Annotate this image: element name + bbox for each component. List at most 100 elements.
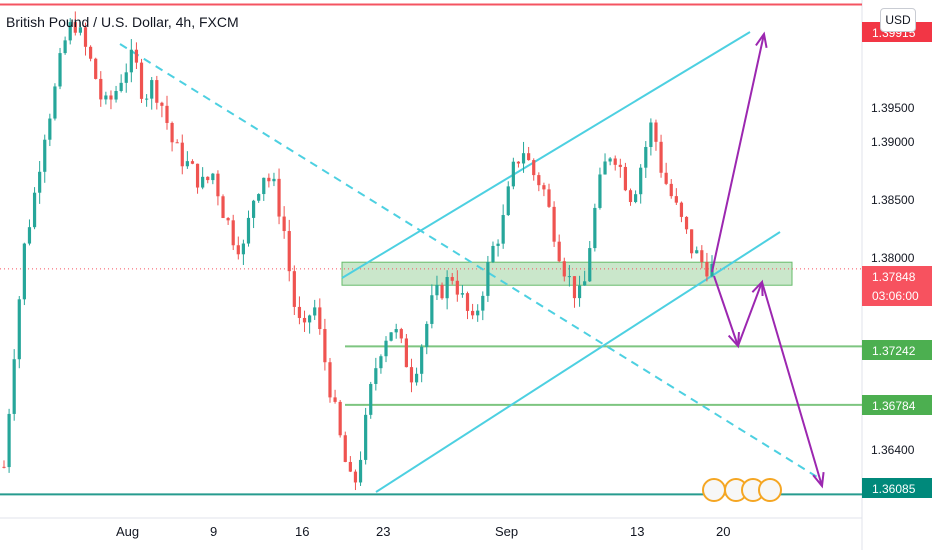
candle-body: [440, 284, 444, 299]
candle-body: [389, 332, 393, 341]
candle-body: [277, 178, 281, 217]
price-tick: 1.38000: [871, 251, 915, 265]
candle-body: [644, 146, 648, 168]
candle-body: [114, 90, 118, 100]
candle-body: [486, 262, 490, 296]
candle-body: [481, 295, 485, 311]
candle-body: [27, 227, 32, 244]
candle-body: [364, 414, 368, 460]
candle-body: [435, 284, 439, 296]
candle-body: [129, 49, 133, 73]
candle-body: [501, 215, 505, 244]
uk-flag-icon[interactable]: [758, 478, 782, 502]
candle-body: [690, 229, 694, 254]
candle-body: [425, 323, 429, 347]
candle-body: [83, 27, 88, 47]
candle-body: [155, 80, 159, 103]
candle-body: [88, 46, 93, 59]
candle-body: [53, 86, 57, 119]
candle-body: [211, 173, 215, 181]
candle-body: [160, 102, 164, 106]
candle-body: [323, 329, 327, 363]
candle-body: [348, 461, 352, 472]
time-label: Sep: [495, 524, 518, 539]
candle-body: [420, 346, 424, 374]
candle-body: [150, 80, 154, 99]
candle-body: [170, 122, 174, 143]
bearish-projection-arrow: [713, 275, 739, 347]
target-projection-arrow-head: [812, 471, 825, 489]
candle-countdown-label: 03:06:00: [872, 289, 919, 303]
support-zone-layer: [341, 261, 793, 286]
candle-body: [17, 299, 21, 360]
candle-body: [654, 122, 658, 142]
chart-title: British Pound / U.S. Dollar, 4h, FXCM: [6, 14, 239, 30]
candle-body: [577, 285, 582, 299]
candle-body: [623, 166, 628, 191]
time-label: 20: [716, 524, 730, 539]
candle-body: [618, 164, 622, 167]
candle-body: [394, 329, 398, 333]
bottom-price-label: 1.36085: [872, 482, 916, 496]
support-price-label: 1.36784: [872, 399, 916, 413]
candle-body: [175, 142, 179, 144]
candle-body: [695, 250, 699, 254]
bullish-projection-arrow: [711, 33, 765, 273]
us-flag-icon[interactable]: [702, 478, 726, 502]
candle-body: [455, 280, 459, 295]
candle-body: [557, 241, 561, 262]
candle-body: [669, 183, 673, 197]
candle-body: [180, 142, 184, 167]
candle-body: [201, 176, 205, 188]
candles-layer: [2, 11, 714, 491]
candle-body: [379, 356, 383, 369]
candle-body: [257, 194, 261, 201]
candle-body: [94, 58, 98, 79]
candle-body: [527, 153, 531, 161]
candle-body: [267, 177, 271, 182]
price-tick: 1.39500: [871, 101, 915, 115]
candle-body: [476, 310, 480, 316]
candle-body: [465, 293, 470, 311]
candle-body: [251, 200, 256, 218]
candle-body: [562, 261, 566, 277]
support-zone: [341, 261, 793, 286]
candle-body: [246, 217, 251, 244]
candle-body: [226, 218, 230, 221]
candle-body: [613, 158, 617, 165]
candle-body: [78, 27, 83, 33]
candle-body: [552, 206, 556, 242]
channel-upper-line: [341, 31, 751, 279]
candle-body: [547, 189, 551, 207]
currency-button[interactable]: USD: [880, 8, 916, 32]
candle-body: [409, 367, 414, 383]
support-price-badge: [862, 395, 932, 415]
candle-body: [572, 276, 577, 299]
candle-body: [139, 62, 144, 99]
candle-body: [567, 276, 571, 278]
candle-body: [2, 466, 6, 468]
time-label: 16: [295, 524, 309, 539]
candle-body: [231, 220, 235, 246]
candle-body: [593, 207, 597, 249]
candle-body: [506, 186, 510, 216]
time-label: 13: [630, 524, 644, 539]
event-icons[interactable]: [702, 478, 782, 502]
candle-body: [384, 340, 388, 357]
candle-body: [109, 95, 113, 100]
candle-body: [705, 261, 709, 277]
candle-body: [511, 161, 515, 187]
candle-body: [445, 277, 449, 299]
candle-body: [353, 471, 358, 483]
candle-body: [292, 271, 296, 307]
candle-body: [532, 160, 536, 176]
candle-body: [399, 329, 403, 339]
candle-body: [32, 192, 37, 228]
candle-body: [521, 153, 526, 164]
candle-body: [313, 307, 317, 316]
candle-body: [633, 194, 638, 203]
candle-body: [119, 82, 123, 91]
target-projection-arrow: [761, 281, 823, 487]
candle-body: [496, 243, 500, 246]
